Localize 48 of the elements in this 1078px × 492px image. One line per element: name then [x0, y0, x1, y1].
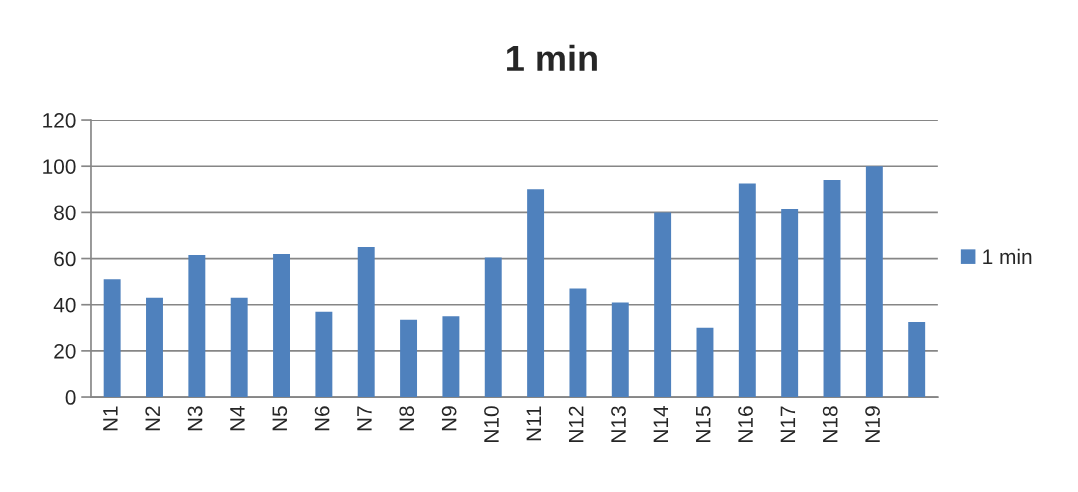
bar — [865, 166, 883, 398]
y-tick-label: 40 — [53, 297, 76, 313]
bar — [146, 297, 163, 398]
x-tick-label: N2 — [145, 406, 160, 431]
x-tick-label: N8 — [399, 406, 415, 431]
x-tick-label: N5 — [272, 406, 288, 431]
bar — [527, 189, 545, 398]
chart-title: 1 min — [507, 44, 597, 71]
y-tick-label: 60 — [54, 251, 76, 267]
legend-label: 1 min — [983, 248, 1032, 264]
x-tick-label: N4 — [230, 405, 245, 431]
bar — [654, 212, 672, 398]
y-tick-label: 80 — [54, 205, 76, 221]
bar — [908, 322, 926, 398]
bar — [823, 180, 841, 398]
y-tick-label: 120 — [43, 113, 76, 128]
bar — [230, 297, 248, 398]
x-tick-label: N1 — [103, 406, 118, 431]
bar — [781, 208, 799, 398]
y-tick-label: 0 — [65, 390, 76, 405]
bar — [315, 311, 333, 398]
bar — [738, 183, 756, 398]
bar — [273, 253, 290, 398]
x-tick-label: N3 — [187, 406, 203, 431]
x-tick-label: N14 — [653, 405, 669, 442]
bar — [484, 257, 502, 398]
x-tick-label: N11 — [526, 406, 541, 441]
x-tick-label: N13 — [611, 406, 626, 442]
x-tick-label: N12 — [568, 406, 584, 442]
x-tick-label: N19 — [865, 406, 880, 442]
bar — [188, 255, 206, 398]
bar — [103, 279, 121, 398]
x-tick-label: N10 — [484, 406, 499, 442]
x-tick-label: N15 — [696, 406, 711, 442]
x-tick-label: N18 — [822, 406, 838, 442]
x-tick-label: N7 — [357, 406, 372, 431]
x-tick-label: N17 — [780, 406, 796, 442]
y-tick-label: 100 — [43, 159, 76, 174]
bar — [696, 327, 714, 398]
bar — [611, 302, 629, 398]
x-tick-label: N9 — [441, 406, 457, 431]
x-tick-label: N6 — [314, 406, 330, 431]
bar — [569, 288, 587, 398]
bar — [357, 247, 375, 398]
y-tick-label: 20 — [54, 343, 76, 359]
x-tick-label: N16 — [738, 406, 753, 442]
bar — [400, 319, 418, 398]
bar — [442, 316, 460, 398]
